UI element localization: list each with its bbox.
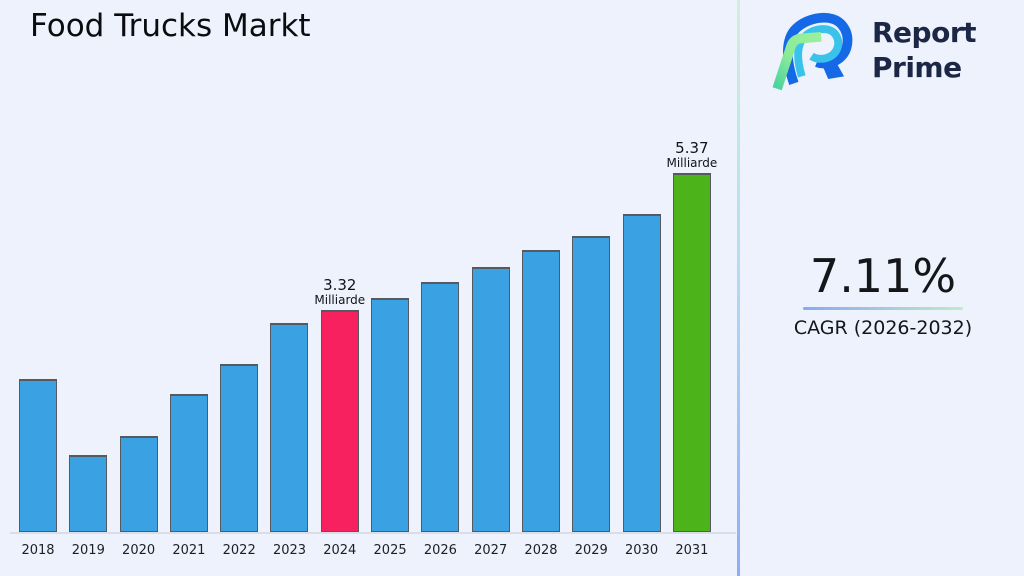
cagr-panel: 7.11% CAGR (2026-2032) <box>758 252 1008 339</box>
value-label-2031: 5.37 Milliarde <box>666 139 717 170</box>
bar-2021 <box>169 394 208 532</box>
bar-2025 <box>371 298 410 532</box>
x-axis-labels: 2018 2019 2020 2021 2022 2023 2024 2025 2026 2027… <box>19 543 711 558</box>
x-tick-2030: 2030 <box>625 543 659 558</box>
brand-name: Report Prime <box>872 15 977 85</box>
value-label-2024: 3.32 Milliarde <box>314 276 365 307</box>
x-tick-2019: 2019 <box>71 543 105 558</box>
value-label-number: 5.37 <box>675 139 709 157</box>
cagr-underline <box>803 307 963 310</box>
x-tick-2018: 2018 <box>21 543 55 558</box>
brand-line-2: Prime <box>872 51 962 84</box>
x-axis-line <box>10 532 736 534</box>
x-tick-2028: 2028 <box>524 543 558 558</box>
bar-2019 <box>69 455 108 532</box>
x-tick-2031: 2031 <box>675 543 709 558</box>
page-title: Food Trucks Markt <box>30 8 311 44</box>
bar-2026 <box>421 282 460 532</box>
x-tick-2023: 2023 <box>272 543 307 558</box>
bar-2020 <box>119 436 158 532</box>
x-tick-2024: 2024 <box>323 543 357 558</box>
bar-2018 <box>19 379 57 532</box>
x-tick-2025: 2025 <box>373 543 407 558</box>
bar-2023 <box>270 323 309 532</box>
bar-2024: 3.32 Milliarde <box>314 276 365 532</box>
bar-2028 <box>521 250 560 532</box>
bars-container: 3.32 Milliarde 5.37 Milliarde <box>19 139 717 532</box>
report-prime-logo-mark-icon <box>772 12 853 91</box>
brand-line-1: Report <box>872 16 977 49</box>
x-tick-2020: 2020 <box>122 543 156 558</box>
x-tick-2027: 2027 <box>474 543 508 558</box>
divider-line <box>737 0 740 576</box>
report-prime-logo: Report Prime <box>770 6 977 94</box>
bar-2031: 5.37 Milliarde <box>666 139 717 532</box>
value-label-unit: Milliarde <box>314 293 366 307</box>
x-tick-2026: 2026 <box>423 543 457 558</box>
value-label-unit: Milliarde <box>666 156 718 170</box>
bar-2029 <box>572 236 611 532</box>
x-tick-2021: 2021 <box>172 543 206 558</box>
cagr-value: 7.11% <box>809 249 957 303</box>
value-label-number: 3.32 <box>323 276 357 294</box>
cagr-label: CAGR (2026-2032) <box>793 317 973 339</box>
bar-2022 <box>220 364 259 532</box>
bar-2030 <box>622 214 661 532</box>
x-tick-2022: 2022 <box>222 543 256 558</box>
x-tick-2029: 2029 <box>574 543 608 558</box>
bar-2027 <box>471 267 510 532</box>
